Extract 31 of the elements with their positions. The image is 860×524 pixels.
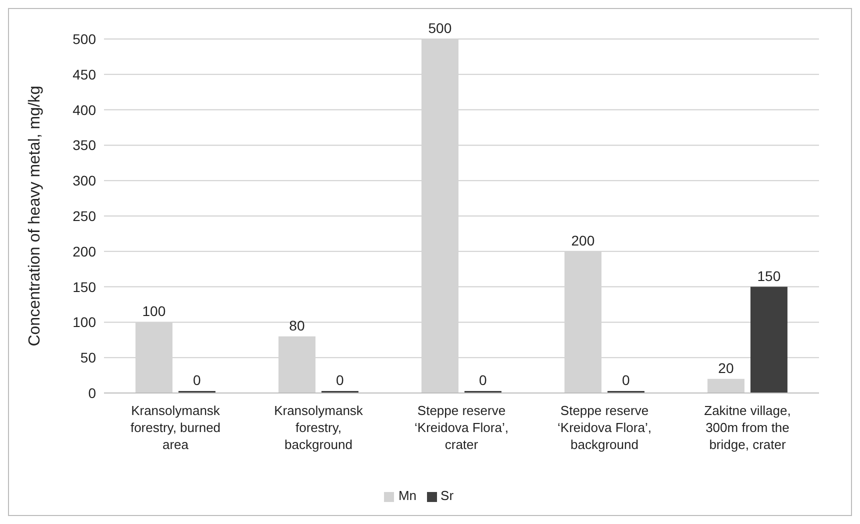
y-tick-label: 50 <box>80 350 96 366</box>
x-tick-label: Kransolymansk forestry, background <box>274 403 364 452</box>
data-label: 200 <box>571 232 595 248</box>
y-tick-label: 450 <box>72 66 96 82</box>
data-label: 0 <box>193 372 202 388</box>
legend-label: Mn <box>398 488 417 503</box>
data-label: 100 <box>142 303 166 320</box>
data-label: 80 <box>289 317 305 334</box>
y-tick-label: 100 <box>72 314 96 330</box>
data-label: 150 <box>757 268 781 284</box>
y-tick-label: 200 <box>72 243 96 260</box>
data-label: 0 <box>336 372 344 388</box>
x-tick-label: Kransolymansk forestry, burned area <box>130 403 221 452</box>
y-tick-label: 0 <box>88 384 96 401</box>
y-tick-label: 500 <box>72 30 96 47</box>
x-tick-label: Zakitne village, 300m from the bridge, crater <box>704 403 791 452</box>
bar <box>750 286 788 393</box>
x-tick-label: Steppe reserve ‘Kreidova Flora’, background <box>558 403 652 452</box>
data-label: 0 <box>622 372 630 388</box>
y-tick-label: 400 <box>72 102 96 118</box>
y-tick-label: 150 <box>72 278 96 295</box>
y-tick-label: 300 <box>72 172 96 189</box>
data-label: 500 <box>428 20 452 36</box>
bar <box>707 378 744 393</box>
y-axis-title: Concentration of heavy metal, mg/kg <box>26 86 44 346</box>
y-tick-label: 250 <box>72 208 96 224</box>
data-label: 0 <box>479 372 488 388</box>
y-tick-label: 350 <box>72 137 96 154</box>
legend-label: Sr <box>440 488 454 503</box>
data-label: 20 <box>718 360 734 376</box>
x-tick-label: Steppe reserve ‘Kreidova Flora’, crater <box>414 403 508 452</box>
